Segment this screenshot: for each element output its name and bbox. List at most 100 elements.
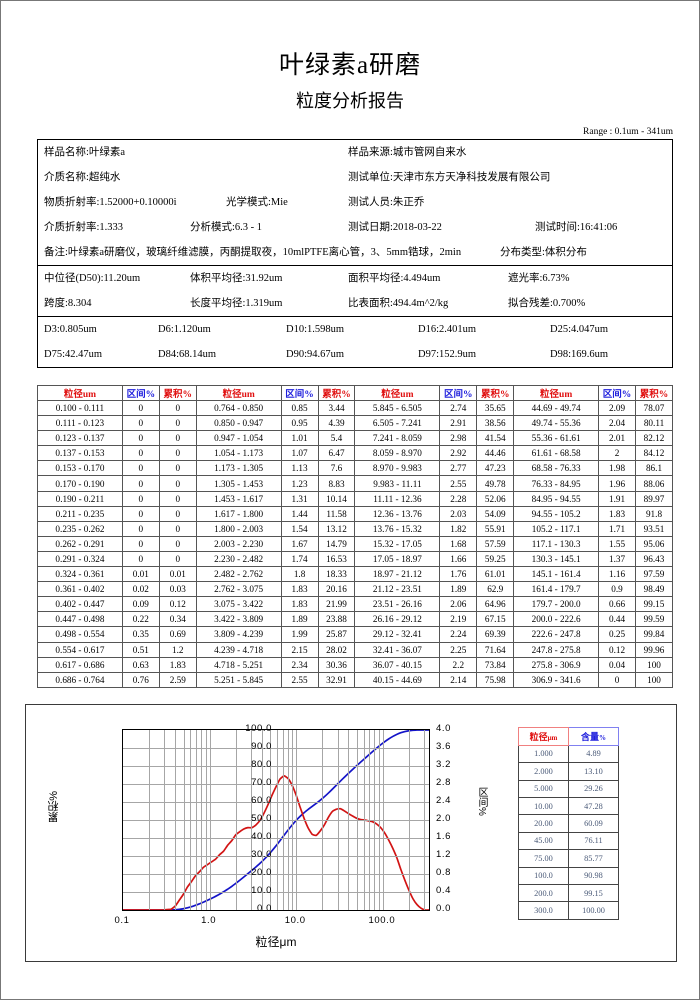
chart-gridline-vertical	[250, 729, 252, 910]
table-row: 0.100 - 0.111 0 0 0.764 - 0.850 0.85 3.44 5.84…	[37, 399, 673, 417]
legend-table-body: 1.000 4.89 2.000 13.10 5.000 29.26 10.00 47.28 2…	[518, 744, 619, 920]
table-cell: 2.59	[158, 671, 197, 688]
table-cell: 89.97	[635, 490, 673, 507]
volume-mean-diameter: 体积平均径:31.92um	[190, 273, 283, 284]
distribution-table-wrapper: 粒径um 区间% 累积% 粒径um 区间% 累积% 粒径um 区间% 累积% 粒…	[37, 385, 673, 688]
chart-y-tick-right: 2.8	[436, 776, 452, 788]
table-cell: 130.3 - 145.1	[513, 550, 600, 568]
table-cell: 23.88	[317, 611, 356, 628]
table-cell: 1.01	[280, 430, 319, 447]
table-cell: 25.87	[317, 626, 356, 643]
d3-value: D3:0.805um	[44, 324, 97, 335]
distribution-table-body: 0.100 - 0.111 0 0 0.764 - 0.850 0.85 3.44 5.84…	[37, 399, 673, 688]
info-row-1: 样品名称:叶绿素a 样品来源:城市管网自来水	[38, 140, 672, 165]
chart-y-tick-right: 2.4	[436, 794, 452, 806]
chart-gridline-vertical	[282, 729, 284, 910]
table-cell: 18.33	[317, 566, 356, 583]
table-row: 0.554 - 0.617 0.51 1.2 4.239 - 4.718 2.15 28.…	[37, 641, 673, 658]
medium-name: 介质名称:超纯水	[44, 172, 121, 183]
table-cell: 1.89	[439, 581, 478, 598]
chart-gridline-vertical	[408, 729, 410, 910]
table-cell: 1.91	[598, 490, 636, 507]
chart-plot-area	[122, 728, 430, 911]
table-cell: 0.35	[121, 626, 160, 643]
table-row: 0.211 - 0.235 0 0 1.617 - 1.800 1.44 11.58 12.…	[37, 505, 673, 522]
table-cell: 161.4 - 179.7	[513, 581, 600, 598]
chart-gridline-horizontal	[123, 819, 429, 821]
table-cell: 1.23	[280, 475, 319, 492]
table-cell: 64.96	[476, 596, 515, 613]
table-cell: 1.71	[598, 520, 636, 537]
legend-cell: 10.00	[518, 796, 569, 816]
chart-gridline-vertical	[374, 729, 376, 910]
chart-y-tick-left: 90.0	[251, 740, 272, 752]
table-cell: 0	[158, 520, 197, 537]
col-header-cumulative-1: 累积%	[158, 385, 197, 401]
table-row: 0.617 - 0.686 0.63 1.83 4.718 - 5.251 2.34 30…	[37, 656, 673, 673]
chart-y-tick-left: 40.0	[251, 830, 272, 842]
table-cell: 54.09	[476, 505, 515, 522]
chart-gridline-vertical	[149, 729, 151, 910]
table-cell: 0.69	[158, 626, 197, 643]
chart-y-tick-right: 0.0	[436, 902, 452, 914]
table-cell: 2.14	[439, 671, 478, 688]
table-cell: 0	[158, 505, 197, 522]
chart-gridline-vertical	[287, 729, 289, 910]
table-cell: 5.251 - 5.845	[195, 671, 282, 688]
legend-cell: 29.26	[568, 779, 619, 798]
table-cell: 0	[121, 460, 160, 477]
table-cell: 3.422 - 3.809	[195, 611, 282, 628]
chart-y-tick-right: 3.6	[436, 740, 452, 752]
table-row: 0.137 - 0.153 0 0 1.054 - 1.173 1.07 6.47 8.05…	[37, 445, 673, 462]
table-cell: 5.845 - 6.505	[354, 399, 441, 417]
table-cell: 0	[121, 535, 160, 552]
table-cell: 1.83	[280, 596, 319, 613]
table-cell: 2.03	[439, 505, 478, 522]
table-cell: 2.09	[598, 399, 636, 417]
table-cell: 0	[158, 445, 197, 462]
table-cell: 0.686 - 0.764	[37, 671, 123, 688]
chart-y-tick-left: 0.0	[256, 902, 272, 914]
table-cell: 247.8 - 275.8	[513, 641, 600, 658]
table-cell: 0.66	[598, 596, 636, 613]
table-cell: 32.91	[317, 671, 356, 688]
table-cell: 2.04	[598, 415, 636, 432]
table-cell: 86.1	[635, 460, 673, 477]
legend-row: 100.0 90.98	[518, 866, 619, 885]
legend-cell: 47.28	[568, 796, 619, 816]
test-time: 测试时间:16:41:06	[535, 222, 618, 233]
table-cell: 0	[598, 671, 636, 688]
page-title: 叶绿素a研磨	[278, 52, 422, 79]
table-cell: 0.123 - 0.137	[37, 430, 123, 447]
table-cell: 4.39	[317, 415, 356, 432]
table-cell: 0	[121, 430, 160, 447]
table-cell: 95.06	[635, 535, 673, 552]
legend-table-head: 粒径μm 含量%	[518, 726, 619, 746]
table-cell: 94.55 - 105.2	[513, 505, 600, 522]
table-cell: 2.25	[439, 641, 478, 658]
table-cell: 21.12 - 23.51	[354, 581, 441, 598]
chart-gridline-vertical	[382, 729, 384, 910]
table-cell: 3.44	[317, 399, 356, 417]
chart-gridline-vertical	[205, 729, 207, 910]
table-cell: 96.43	[635, 550, 673, 568]
table-cell: 1.800 - 2.003	[195, 520, 282, 537]
table-cell: 0.137 - 0.153	[37, 445, 123, 462]
table-cell: 0	[158, 535, 197, 552]
legend-row: 10.00 47.28	[518, 796, 619, 816]
table-cell: 0.03	[158, 581, 197, 598]
table-cell: 2.24	[439, 626, 478, 643]
legend-row: 5.000 29.26	[518, 779, 619, 798]
table-row: 0.170 - 0.190 0 0 1.305 - 1.453 1.23 8.83 9.98…	[37, 475, 673, 492]
range-label: Range : 0.1um - 341um	[583, 127, 673, 137]
legend-cell: 13.10	[568, 762, 619, 781]
legend-cell: 5.000	[518, 779, 569, 798]
chart-series-interval	[123, 774, 429, 910]
legend-cell: 200.0	[518, 883, 569, 903]
table-cell: 1.89	[280, 611, 319, 628]
info-box: 样品名称:叶绿素a 样品来源:城市管网自来水 介质名称:超纯水 测试单位:天津市…	[37, 139, 673, 368]
table-cell: 7.241 - 8.059	[354, 430, 441, 447]
chart-gridline-vertical	[369, 729, 371, 910]
table-cell: 9.983 - 11.11	[354, 475, 441, 492]
